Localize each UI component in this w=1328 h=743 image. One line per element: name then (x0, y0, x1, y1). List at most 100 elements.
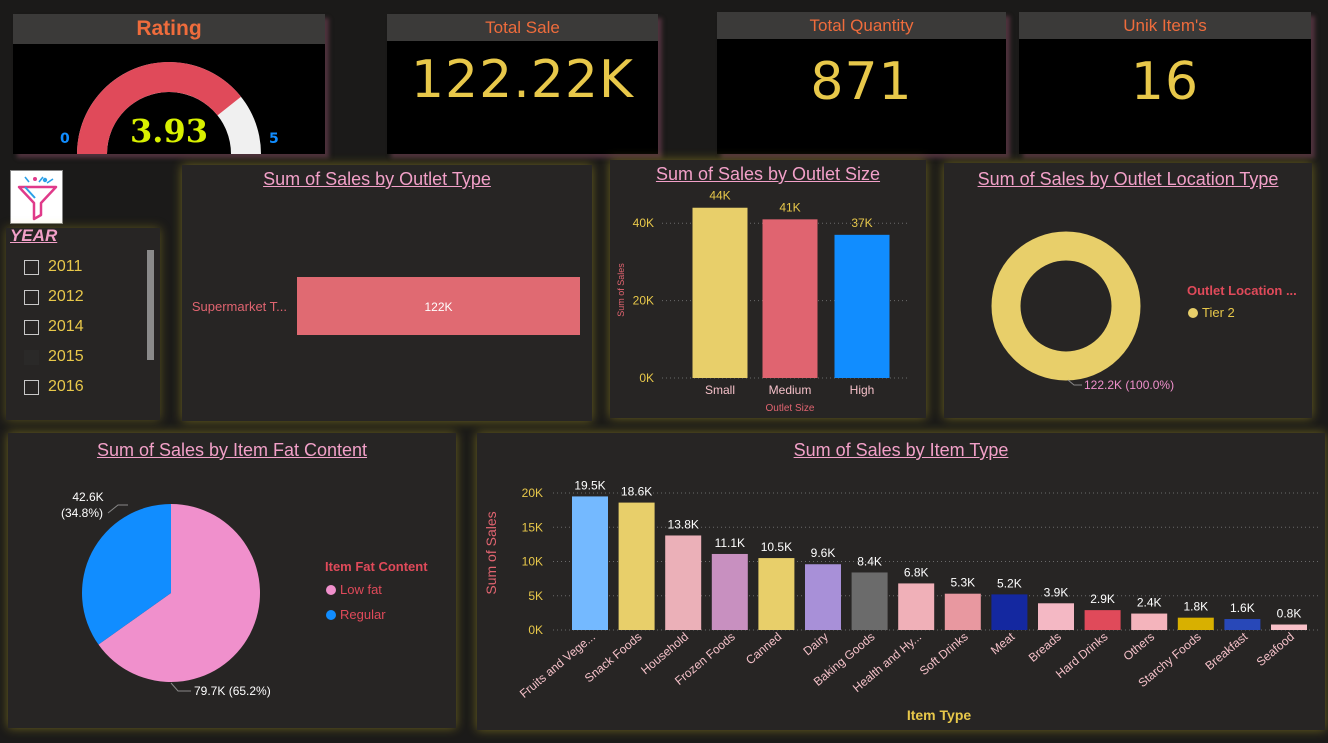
y-tick-label: 0K (528, 623, 543, 637)
y-axis-label: Sum of Sales (483, 511, 499, 594)
item-type-plot: 0K 5K 10K 15K 20K 19.5K Fruits and Vege... 18.6… (483, 478, 1319, 723)
data-label: 0.8K (1277, 607, 1302, 621)
total-sale-value: 122.22K (410, 50, 635, 110)
data-label: 5.2K (997, 576, 1022, 590)
bar (991, 594, 1028, 630)
x-tick-label: Canned (743, 630, 784, 668)
fat-content-plot: 79.7K (65.2%) 42.6K (34.8%) (61, 490, 271, 698)
legend-item-regular[interactable]: Regular (326, 607, 386, 622)
chart-title: Sum of Sales by Outlet Size (655, 164, 881, 184)
bar (944, 593, 981, 630)
checkbox[interactable] (24, 319, 39, 335)
legend-item[interactable]: Tier 2 (1188, 305, 1235, 320)
bar (618, 502, 655, 630)
y-tick-label: 20K (522, 486, 543, 500)
filter-icon-button[interactable] (10, 170, 63, 224)
data-label: 122K (424, 300, 452, 314)
outlet-size-plot: 0K 20K 40K 44K Small 41K Medium 37K High Outlet S… (616, 189, 910, 414)
slicer-item-2012[interactable]: 2012 (24, 285, 84, 309)
x-tick-label: Small (705, 383, 735, 397)
bar (1084, 610, 1121, 630)
data-label: 6.8K (904, 565, 929, 579)
legend-label: Tier 2 (1202, 305, 1235, 320)
chart-title: Sum of Sales by Outlet Location Type (977, 169, 1279, 189)
rating-gauge (77, 61, 261, 154)
legend-title: Outlet Location ... (1187, 283, 1297, 298)
data-label: 2.9K (1090, 592, 1115, 606)
slicer-scrollbar[interactable] (147, 250, 154, 360)
slicer-item-label: 2014 (48, 318, 84, 335)
slicer-item-label: 2016 (48, 378, 84, 395)
checkbox[interactable] (24, 379, 39, 395)
slicer-item-2015[interactable]: 2015 (24, 345, 84, 369)
donut-slice (991, 231, 1141, 381)
pie-slice (98, 504, 260, 682)
checkbox[interactable] (24, 259, 39, 275)
outlet-type-plot: 122K Supermarket T... (192, 277, 580, 335)
x-tick-label: Seafood (1254, 630, 1297, 669)
slicer-item-2016[interactable]: 2016 (24, 375, 84, 399)
bar (711, 553, 748, 630)
data-label: 11.1K (715, 536, 745, 550)
data-label: 42.6K (72, 490, 103, 504)
chart-title: Sum of Sales by Item Type (793, 440, 1009, 460)
bar (762, 219, 818, 378)
data-label: 8.4K (857, 554, 882, 568)
bar (758, 558, 795, 630)
rating-min: 0 (60, 131, 70, 147)
total-quantity-title: Total Quantity (717, 12, 1006, 39)
data-label: 1.6K (1230, 601, 1255, 615)
fat-content-chart: Sum of Sales by Item Fat Content 79.7K (… (8, 433, 456, 728)
unique-items-value: 16 (1130, 52, 1200, 112)
bar (1131, 613, 1168, 630)
leader-line (1067, 379, 1082, 386)
data-label: 3.9K (1044, 585, 1069, 599)
total-sale-card: Total Sale 122.22K (387, 14, 658, 154)
checkbox[interactable] (24, 349, 39, 365)
rating-value: 3.93 (130, 112, 208, 150)
x-tick-label: Others (1121, 630, 1158, 664)
y-tick-label: 0K (639, 371, 654, 385)
x-tick-label: Dairy (800, 630, 830, 659)
leader-line (107, 504, 128, 514)
leader-line (170, 682, 191, 692)
data-label: 5.3K (950, 576, 975, 590)
legend-label: Regular (340, 607, 386, 622)
slicer-item-2011[interactable]: 2011 (24, 255, 82, 279)
outlet-location-chart: Sum of Sales by Outlet Location Type 122… (944, 163, 1312, 418)
bar (1038, 603, 1074, 630)
bar (572, 496, 608, 630)
outlet-location-plot: 122.2K (100.0%) (991, 231, 1174, 392)
data-label: 10.5K (761, 540, 792, 554)
legend-label: Low fat (340, 582, 382, 597)
y-tick-label: 5K (528, 589, 543, 603)
slicer-item-label: 2015 (48, 348, 84, 365)
legend-dot-icon (326, 609, 336, 620)
outlet-type-chart: Sum of Sales by Outlet Type 122K Supermar… (182, 165, 592, 421)
bar (1177, 617, 1214, 630)
x-tick-label: Meat (988, 629, 1018, 657)
total-sale-title: Total Sale (387, 14, 658, 41)
rating-card: Rating 3.93 0 5 (13, 14, 325, 154)
legend-item-low-fat[interactable]: Low fat (326, 582, 382, 597)
x-axis-label: Outlet Size (766, 403, 815, 414)
year-slicer: YEAR 2011 2012 2014 2015 2016 (6, 226, 160, 420)
data-label: 41K (779, 200, 800, 214)
x-axis-label: Item Type (907, 707, 972, 723)
bar (834, 234, 890, 378)
legend-dot-icon (1188, 307, 1198, 318)
rating-max: 5 (269, 131, 279, 147)
chart-title: Sum of Sales by Item Fat Content (96, 440, 368, 460)
slicer-item-2014[interactable]: 2014 (24, 315, 84, 339)
data-label: 37K (851, 216, 872, 230)
filter-funnel-icon (17, 176, 58, 221)
checkbox[interactable] (24, 289, 39, 305)
bar (1224, 619, 1261, 630)
data-label: (34.8%) (61, 506, 103, 520)
x-tick-label: High (850, 383, 875, 397)
data-label: 122.2K (100.0%) (1084, 378, 1174, 392)
bar (898, 583, 935, 630)
x-tick-label: Breads (1026, 630, 1064, 665)
x-tick-label: Soft Drinks (917, 630, 971, 678)
x-tick-label: Fruits and Vege... (517, 630, 598, 701)
